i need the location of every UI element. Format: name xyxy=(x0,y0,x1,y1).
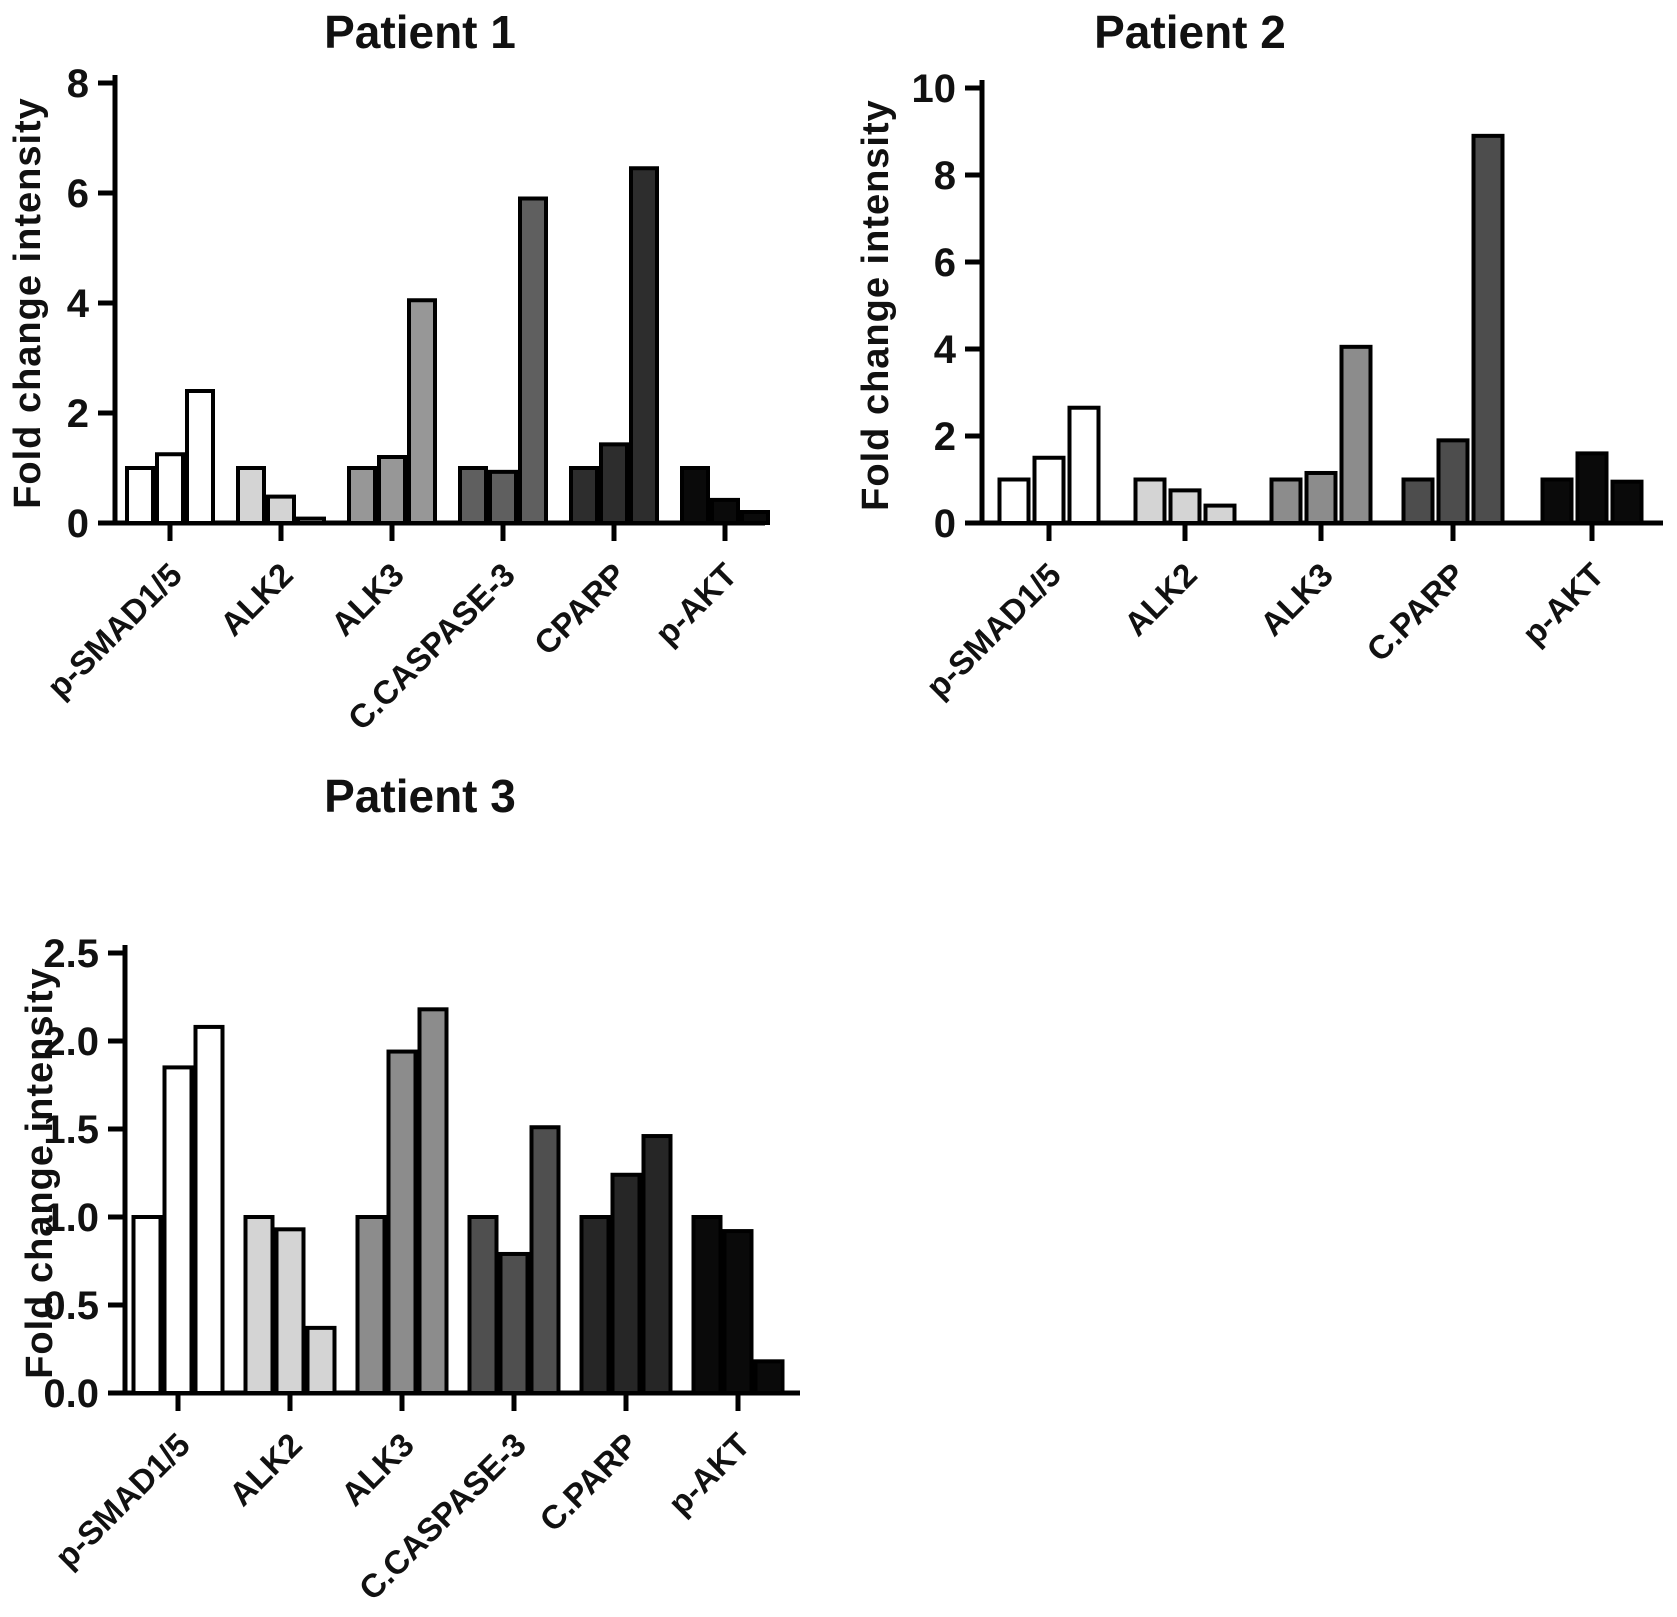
bar xyxy=(243,1215,275,1395)
bar xyxy=(125,466,155,525)
y-axis-label-patient-2: Fold change intensity xyxy=(855,99,897,511)
bar xyxy=(753,1359,785,1395)
y-tick-label: 0.5 xyxy=(43,1284,99,1328)
patient-3-chart: Patient 3 Fold change intensity 0.0 0.5 1.… xyxy=(19,770,800,1607)
bar xyxy=(1575,451,1609,525)
bar xyxy=(347,466,377,525)
bar xyxy=(610,1172,642,1396)
bar xyxy=(1304,470,1338,526)
y-tick-label: 1.0 xyxy=(43,1196,99,1240)
bar xyxy=(641,1134,673,1396)
bar xyxy=(691,1215,723,1395)
x-tick-label: p-SMAD1/5 xyxy=(919,556,1068,705)
bar xyxy=(1540,477,1574,525)
y-tick-label: 6 xyxy=(934,241,956,285)
bar xyxy=(386,1049,418,1396)
bar xyxy=(529,1125,561,1395)
y-tick-label: 2 xyxy=(934,415,956,459)
bar xyxy=(467,1215,499,1395)
x-tick-label: CPARP xyxy=(527,556,633,662)
bar xyxy=(599,442,629,526)
bar xyxy=(1471,133,1505,525)
bar xyxy=(162,1065,194,1396)
bar xyxy=(1339,344,1373,526)
chart-title-patient-1: Patient 1 xyxy=(324,6,516,58)
bar xyxy=(710,497,740,525)
bar xyxy=(296,516,326,525)
y-tick-label: 2.0 xyxy=(43,1020,99,1064)
chart-title-patient-2: Patient 2 xyxy=(1094,6,1286,58)
bar xyxy=(193,1024,225,1396)
bar xyxy=(740,510,770,525)
x-tick-label: ALK2 xyxy=(222,1426,309,1513)
x-tick-label: p-AKT xyxy=(661,1426,757,1522)
x-tick-label: p-AKT xyxy=(648,556,744,652)
y-axis-label-patient-3: Fold change intensity xyxy=(19,967,61,1379)
x-tick-label: ALK3 xyxy=(334,1426,421,1513)
patient-2-chart: Patient 2 Fold change intensity 0 2 4 6 8 10 p… xyxy=(855,6,1663,705)
bar xyxy=(488,469,518,526)
bar xyxy=(1401,477,1435,525)
bar xyxy=(1133,477,1167,525)
y-tick-label: 0 xyxy=(934,502,956,546)
y-tick-label: 8 xyxy=(67,62,89,106)
bar xyxy=(1436,438,1470,526)
bar xyxy=(569,466,599,525)
bar xyxy=(1203,503,1237,526)
x-tick-label: p-SMAD1/5 xyxy=(40,556,189,705)
plot-area-patient-2: 0 2 4 6 8 10 p-SMAD1/5 ALK2 ALK3 C.PARP p-AKT xyxy=(912,67,1663,705)
bar xyxy=(305,1325,337,1396)
bar xyxy=(629,166,659,525)
x-tick-label: p-SMAD1/5 xyxy=(48,1426,197,1575)
bar xyxy=(680,466,710,525)
bar xyxy=(1032,455,1066,525)
bar xyxy=(1269,477,1303,525)
bar xyxy=(498,1251,530,1395)
y-axis-label-patient-1: Fold change intensity xyxy=(7,97,49,509)
bar xyxy=(722,1229,754,1395)
bar xyxy=(377,455,407,525)
y-tick-label: 4 xyxy=(934,328,957,372)
x-tick-label: C.PARP xyxy=(1359,556,1472,669)
y-tick-label: 2 xyxy=(67,392,89,436)
bar xyxy=(579,1215,611,1395)
bar xyxy=(131,1215,163,1395)
bar xyxy=(1168,488,1202,525)
x-tick-label: ALK3 xyxy=(1253,556,1340,643)
y-tick-label: 2.5 xyxy=(43,932,99,976)
y-tick-label: 8 xyxy=(934,154,956,198)
bar xyxy=(155,452,185,525)
x-tick-label: p-AKT xyxy=(1515,556,1611,652)
y-tick-label: 4 xyxy=(67,282,90,326)
bar xyxy=(1610,479,1644,525)
bar xyxy=(266,494,296,526)
bar xyxy=(185,389,215,525)
bar xyxy=(417,1007,449,1395)
bar xyxy=(1067,405,1101,526)
bar xyxy=(518,196,548,525)
y-tick-label: 1.5 xyxy=(43,1108,99,1152)
y-tick-label: 0.0 xyxy=(43,1372,99,1416)
bar xyxy=(997,477,1031,525)
x-tick-label: ALK2 xyxy=(1117,556,1204,643)
y-tick-label: 0 xyxy=(67,502,89,546)
chart-title-patient-3: Patient 3 xyxy=(324,770,516,822)
bar xyxy=(274,1227,306,1395)
x-tick-label: ALK2 xyxy=(213,556,300,643)
plot-area-patient-3: 0.00.51.01.52.02.5p-SMAD1/5 ALK2 ALK3C.CAS… xyxy=(43,932,800,1607)
bar xyxy=(458,466,488,525)
x-tick-label: ALK3 xyxy=(324,556,411,643)
bar xyxy=(407,298,437,525)
y-tick-label: 6 xyxy=(67,172,89,216)
patient-1-chart: Patient 1 Fold change intensity 0 2 4 6 8 p-S… xyxy=(7,6,770,737)
bar xyxy=(355,1215,387,1395)
y-tick-label: 10 xyxy=(912,67,957,111)
bar xyxy=(236,466,266,525)
x-tick-label: C.PARP xyxy=(532,1426,645,1539)
